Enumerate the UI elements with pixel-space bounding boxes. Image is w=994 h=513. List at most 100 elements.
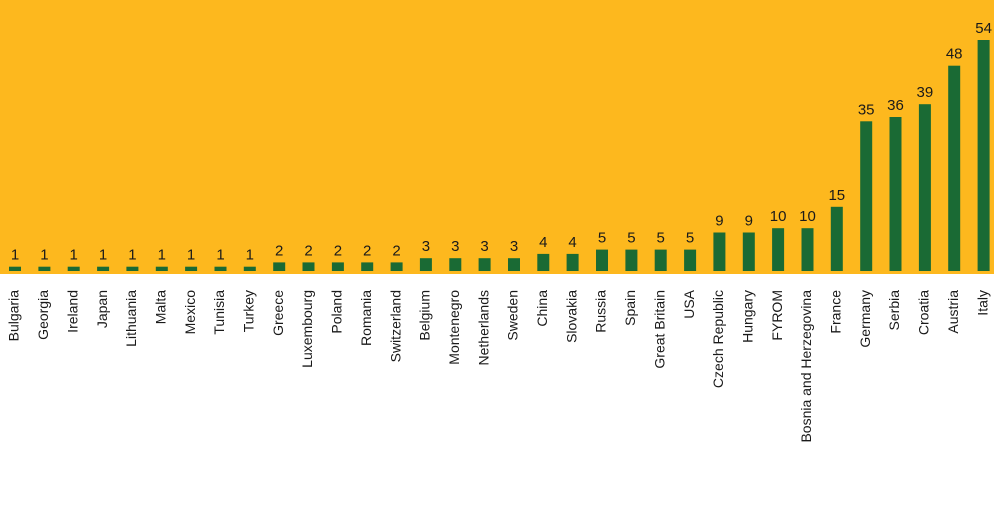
value-label: 3 [480,238,488,255]
value-labels-group: 1 1 1 1 1 1 1 1 1 2 2 2 2 2 3 3 3 3 4 4 5 5 5 5 9 9 10 10 15 35 36 39 48… [11,20,992,264]
category-label: Russia [593,290,609,333]
category-label: Ireland [64,290,80,333]
bar-georgia [38,266,51,271]
value-label: 1 [70,247,78,264]
category-label: Belgium [417,290,433,341]
category-label: Bosnia and Herzegovina [798,290,814,443]
value-label: 1 [128,247,136,264]
value-label: 1 [11,247,19,264]
value-label: 10 [770,208,787,225]
bar-netherlands [478,258,491,271]
category-label: USA [681,289,697,318]
value-label: 15 [828,187,845,204]
bar-bulgaria [9,266,21,271]
value-label: 2 [363,242,371,259]
bar-germany [860,121,873,271]
value-label: 3 [422,238,430,255]
category-label: Slovakia [563,290,579,343]
value-label: 1 [187,247,195,264]
value-label: 5 [686,230,694,247]
category-label: Poland [329,290,345,334]
category-label: Montenegro [446,290,462,365]
value-label: 35 [858,101,875,118]
value-label: 1 [158,247,166,264]
bar-serbia [889,117,902,271]
bar-lithuania [126,266,139,271]
value-label: 3 [510,238,518,255]
bar-france [830,206,843,271]
bar-poland [331,262,344,271]
bar-italy [977,40,990,271]
value-label: 36 [887,97,904,114]
category-label: Switzerland [387,290,403,362]
value-label: 5 [598,230,606,247]
category-label: Hungary [740,290,756,343]
bar-ireland [67,266,80,271]
category-label: Czech Republic [710,290,726,388]
plot-area [0,0,994,274]
category-label: Turkey [241,290,257,332]
value-label: 39 [917,84,934,101]
bar-russia [596,249,608,271]
value-label: 48 [946,46,963,63]
bar-tunisia [214,266,227,271]
bar-malta [155,266,168,271]
category-label: Tunisia [211,290,227,335]
category-label: Austria [945,290,961,334]
bar-bosnia-and-herzegovina [801,228,814,271]
bar-mexico [185,266,198,271]
bar-usa [684,249,697,271]
category-label: Germany [857,290,873,348]
bar-montenegro [449,258,462,271]
category-label: FYROM [769,290,785,341]
value-label: 1 [216,247,224,264]
value-label: 2 [275,242,283,259]
bar-belgium [419,258,432,271]
category-label: Croatia [916,290,932,335]
value-label: 10 [799,208,816,225]
bar-czech-republic [713,232,726,271]
category-label: Mexico [182,290,198,335]
value-label: 1 [40,247,48,264]
bars-group [9,40,990,271]
category-label: China [534,290,550,327]
bar-switzerland [390,262,403,271]
value-label: 1 [99,247,107,264]
bar-great-britain [654,249,667,271]
category-label: Japan [94,290,110,328]
value-label: 5 [627,230,635,247]
value-label: 1 [246,247,254,264]
category-label: Romania [358,290,374,346]
value-label: 54 [975,20,992,37]
value-label: 3 [451,238,459,255]
bar-croatia [918,104,931,271]
category-label: Malta [153,290,169,324]
bar-austria [948,65,961,271]
category-label: Spain [622,290,638,326]
category-label: Italy [974,290,990,316]
category-label: Bulgaria [6,290,22,342]
bar-slovakia [566,253,579,271]
bar-turkey [243,266,256,271]
category-labels-group: Bulgaria Georgia Ireland Japan Lithuania Malt… [6,289,991,442]
bar-china [537,253,550,271]
bar-sweden [508,258,520,271]
value-label: 5 [657,230,665,247]
bar-hungary [742,232,755,271]
category-label: France [828,290,844,334]
bar-luxembourg [302,262,315,271]
category-label: Luxembourg [299,290,315,368]
category-label: Georgia [35,290,51,340]
category-label: Serbia [886,290,902,331]
bar-greece [273,262,286,271]
bar-japan [97,266,110,271]
bar-romania [361,262,374,271]
category-label: Great Britain [651,290,667,369]
category-label: Sweden [505,290,521,341]
value-label: 9 [715,213,723,230]
bar-spain [625,249,638,271]
value-label: 2 [392,242,400,259]
value-label: 9 [745,213,753,230]
